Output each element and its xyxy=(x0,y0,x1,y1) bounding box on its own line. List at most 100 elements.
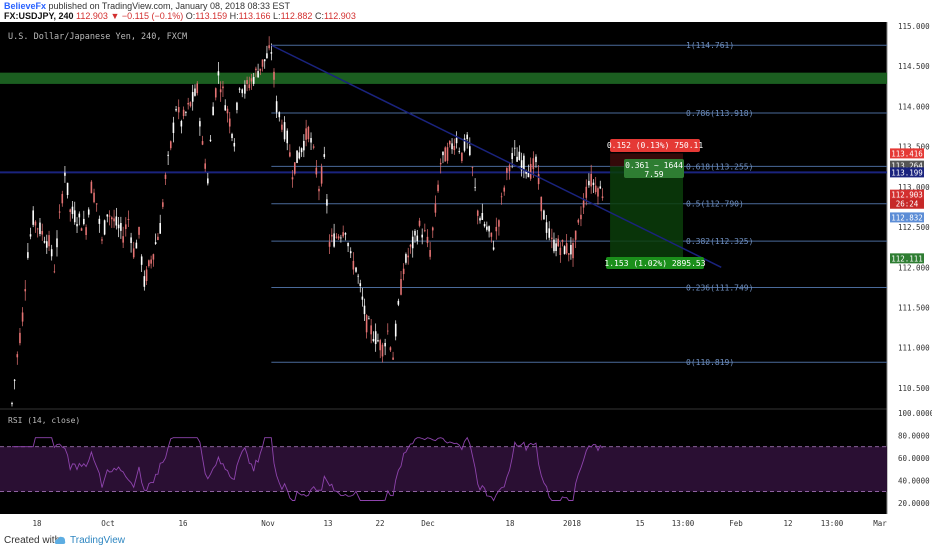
candle-body xyxy=(431,227,434,231)
candle-body xyxy=(545,222,548,233)
candle-body xyxy=(557,238,560,247)
candle-body xyxy=(236,102,238,110)
rsi-tick-0: 100.0000 xyxy=(898,409,932,418)
candle-body xyxy=(400,279,402,295)
candle-body xyxy=(90,181,93,194)
candle-body xyxy=(143,276,146,287)
candle-body xyxy=(548,228,551,238)
candle-body xyxy=(268,45,270,49)
candle-body xyxy=(479,218,481,221)
candle-body xyxy=(98,218,101,224)
candle-body xyxy=(601,196,604,199)
candle-body xyxy=(471,167,474,168)
candle-body xyxy=(293,162,296,174)
candle-body xyxy=(511,153,513,160)
candle-body xyxy=(315,167,318,175)
candle-body xyxy=(41,230,44,235)
candle-body xyxy=(592,182,595,186)
high-value: 113.166 xyxy=(238,11,271,21)
candle-body xyxy=(162,202,164,207)
candle-body xyxy=(16,354,19,358)
candle-body xyxy=(344,233,347,235)
candle-body xyxy=(518,151,521,160)
price-tag-0: 113.416 xyxy=(891,149,923,158)
candle-body xyxy=(503,187,506,192)
candle-body xyxy=(172,122,175,134)
candle-body xyxy=(167,154,169,156)
candle-body xyxy=(296,150,298,163)
candle-body xyxy=(273,71,275,80)
candle-body xyxy=(180,121,183,127)
candle-body xyxy=(458,151,461,152)
price-tag-1-bg xyxy=(890,160,924,171)
low-label: L: xyxy=(273,11,281,21)
candle-body xyxy=(36,228,39,230)
price-tick-1: 114.500 xyxy=(898,62,930,71)
price-axis xyxy=(887,22,932,514)
candle-body xyxy=(56,238,58,248)
tradingview-logo-icon xyxy=(55,536,66,544)
rsi-tick-3: 40.0000 xyxy=(898,476,930,485)
candle-body xyxy=(106,214,109,217)
candle-body xyxy=(154,242,157,244)
symbol-label[interactable]: FX:USDJPY, 240 xyxy=(4,11,74,21)
candle-body xyxy=(585,186,588,198)
candle-body xyxy=(448,140,451,145)
open-value: 113.159 xyxy=(195,11,228,21)
price-tag-3-bg xyxy=(890,189,924,200)
target-label: 1.153 (1.02%) 2895.53 xyxy=(604,259,705,268)
candle-body xyxy=(418,220,421,226)
candle-body xyxy=(233,142,236,147)
candle-body xyxy=(34,221,37,226)
rsi-line xyxy=(12,436,603,502)
time-tick-6: Dec xyxy=(421,519,435,528)
candle-body xyxy=(83,218,85,225)
candles xyxy=(11,36,604,407)
candle-body xyxy=(555,243,557,252)
candle-body xyxy=(219,89,222,93)
candle-body xyxy=(529,163,532,179)
candle-body xyxy=(486,226,488,230)
candle-body xyxy=(307,126,310,140)
time-axis xyxy=(0,514,932,532)
candle-body xyxy=(19,332,21,344)
candle-body xyxy=(164,174,167,179)
candle-body xyxy=(93,192,95,203)
candle-body xyxy=(363,305,366,315)
candle-body xyxy=(474,186,476,188)
candle-body xyxy=(553,239,555,252)
candle-body xyxy=(138,226,140,235)
candle-body xyxy=(182,109,185,116)
price-tick-6: 112.000 xyxy=(898,263,930,272)
tradingview-brand[interactable]: TradingView xyxy=(70,535,126,546)
price-tag-5: 112.832 xyxy=(891,213,923,222)
candle-body xyxy=(525,171,527,174)
candle-body xyxy=(561,239,564,242)
rsi-tick-1: 80.0000 xyxy=(898,431,930,440)
candle-body xyxy=(286,130,289,144)
candle-body xyxy=(212,106,214,116)
candle-body xyxy=(246,80,248,84)
candle-body xyxy=(39,222,41,234)
candle-body xyxy=(78,213,81,218)
candle-body xyxy=(570,244,572,255)
candle-body xyxy=(318,188,320,192)
candle-body xyxy=(453,145,456,151)
candle-body xyxy=(117,224,120,229)
candle-body xyxy=(43,241,46,243)
candle-body xyxy=(361,296,364,300)
stop-label-bg xyxy=(610,139,700,152)
author-link[interactable]: BelieveFx xyxy=(4,1,47,11)
candle-body xyxy=(50,249,53,257)
candle-body xyxy=(152,254,155,260)
candle-body xyxy=(514,147,516,149)
chart-panel[interactable] xyxy=(0,22,887,514)
candle-body xyxy=(374,331,377,345)
fib-label-0: 1(114.761) xyxy=(686,41,734,50)
candle-body xyxy=(347,242,349,247)
candle-body xyxy=(577,219,580,223)
candle-body xyxy=(199,121,201,127)
candle-body xyxy=(451,143,453,150)
